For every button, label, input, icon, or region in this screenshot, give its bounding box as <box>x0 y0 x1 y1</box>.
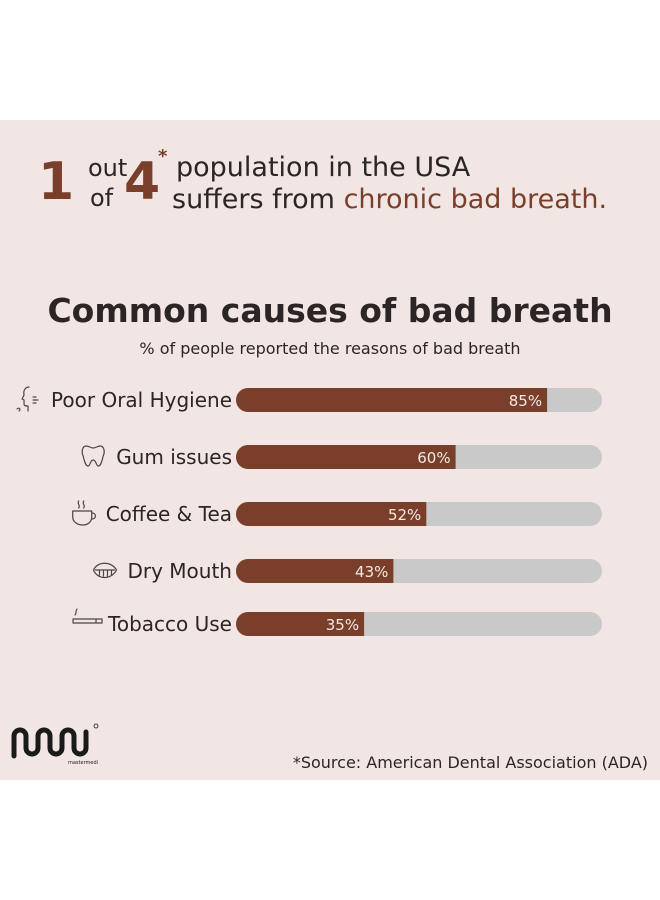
chart-subtitle: % of people reported the reasons of bad … <box>139 339 521 358</box>
bar-chart: 85% Poor Oral Hygiene 60% Gum issues 52% Coff… <box>16 386 602 636</box>
headline-number-four: 4 <box>124 152 161 212</box>
bar-value-label: 35% <box>326 616 359 634</box>
category-label: Coffee & Tea <box>106 502 232 526</box>
headline-word-out: out <box>88 154 128 182</box>
headline-line-1: population in the USA <box>176 152 471 183</box>
breath-face-icon <box>16 386 39 412</box>
bar-dry-mouth <box>236 559 394 583</box>
cigarette-icon-shape <box>72 608 103 624</box>
coffee-cup-icon-shape <box>72 500 97 526</box>
bar-value-label: 52% <box>388 506 421 524</box>
headline-word-of: of <box>90 184 114 212</box>
headline-number-one: 1 <box>38 152 75 212</box>
category-label: Dry Mouth <box>127 559 232 583</box>
cigarette-icon <box>72 608 103 624</box>
bar-value-label: 85% <box>509 392 542 410</box>
bar-gum-issues <box>236 445 456 469</box>
headline: 1 out of 4 * population in the USA suffe… <box>36 148 636 218</box>
coffee-cup-icon <box>72 500 97 526</box>
mouth-icon <box>92 562 118 579</box>
breath-face-icon-shape <box>16 386 39 412</box>
chart-title: Common causes of bad breath <box>47 291 613 330</box>
headline-line-2: suffers from chronic bad breath. <box>172 186 607 213</box>
category-label: Gum issues <box>116 445 232 469</box>
tooth-icon-shape <box>81 445 105 467</box>
tooth-icon <box>81 445 105 467</box>
bar-coffee-tea <box>236 502 427 526</box>
bar-value-label: 43% <box>355 563 388 581</box>
mouth-icon-shape <box>92 562 118 579</box>
infographic-panel: 1 out of 4 * population in the USA suffe… <box>0 120 660 780</box>
bar-value-label: 60% <box>417 449 450 467</box>
source-note: *Source: American Dental Association (AD… <box>292 753 648 772</box>
brand-logo-text: mastermedi <box>68 760 98 766</box>
headline-accent: chronic bad breath. <box>343 184 608 215</box>
category-label: Tobacco Use <box>107 612 232 636</box>
bar-tobacco-use <box>236 612 365 636</box>
headline-asterisk: * <box>158 146 168 167</box>
bar-poor-oral-hygiene <box>236 388 548 412</box>
headline-line-2-text: suffers from <box>172 184 335 215</box>
brand-logo: mastermedi <box>11 723 99 766</box>
category-label: Poor Oral Hygiene <box>51 388 232 412</box>
